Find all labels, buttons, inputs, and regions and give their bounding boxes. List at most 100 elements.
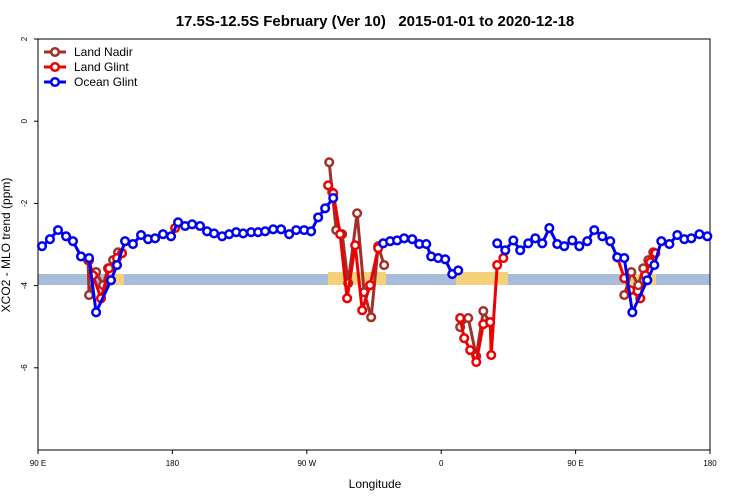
data-point xyxy=(574,241,585,252)
data-point xyxy=(306,226,317,237)
chart-title: 17.5S-12.5S February (Ver 10) 2015-01-01… xyxy=(176,13,575,30)
x-axis-label: Longitude xyxy=(349,477,402,491)
data-point xyxy=(407,234,418,245)
data-point xyxy=(567,235,578,246)
y-axis-label: XCO2 - MLO trend (ppm) xyxy=(0,178,13,313)
legend-label: Land Nadir xyxy=(74,45,133,59)
data-point xyxy=(453,265,464,276)
data-point xyxy=(135,229,147,241)
data-point xyxy=(335,229,346,240)
data-point xyxy=(656,236,667,247)
data-point xyxy=(498,253,509,264)
legend-marker xyxy=(49,61,61,73)
data-point xyxy=(365,280,376,291)
data-point xyxy=(104,263,115,274)
data-point xyxy=(664,239,675,250)
x-tick-label: 0 xyxy=(439,459,444,468)
data-point xyxy=(157,229,169,240)
data-point xyxy=(75,251,87,262)
data-point xyxy=(366,312,377,323)
data-point xyxy=(627,307,638,318)
data-point xyxy=(350,240,361,251)
data-point xyxy=(537,238,548,249)
data-point xyxy=(342,293,353,304)
data-point xyxy=(357,305,368,316)
data-point xyxy=(120,236,131,247)
x-tick-label: 90 E xyxy=(567,459,583,468)
series-line xyxy=(87,184,657,364)
x-tick-label: 90 W xyxy=(297,459,316,468)
plot-area: 90 E 180 90 W 0 90 E 180 -6 -4 -2 0 2 Land NadirLan… xyxy=(20,36,717,468)
legend-marker xyxy=(49,46,61,58)
data-point xyxy=(291,225,302,236)
data-point xyxy=(52,225,64,236)
data-point xyxy=(455,313,466,324)
land-band xyxy=(456,272,508,285)
data-point xyxy=(127,239,139,250)
series-line xyxy=(86,162,655,358)
data-point xyxy=(582,236,593,247)
data-point xyxy=(324,157,335,168)
data-point xyxy=(67,236,78,247)
data-point xyxy=(619,253,630,264)
data-point xyxy=(166,231,177,242)
data-point xyxy=(471,356,482,368)
x-tick-label: 180 xyxy=(166,459,180,468)
data-point xyxy=(649,260,660,271)
data-point xyxy=(399,233,410,244)
data-point xyxy=(352,208,363,219)
data-point xyxy=(440,254,451,265)
data-point xyxy=(328,193,339,204)
data-point xyxy=(84,253,95,264)
data-point xyxy=(36,241,48,252)
data-point xyxy=(323,180,334,191)
data-point xyxy=(702,231,713,242)
data-point xyxy=(105,275,117,286)
data-point xyxy=(209,228,220,239)
data-point xyxy=(597,231,608,242)
data-point xyxy=(523,238,534,249)
data-point xyxy=(492,260,503,271)
data-point xyxy=(187,219,198,230)
data-point xyxy=(492,238,503,249)
y-tick-label: 2 xyxy=(20,36,29,41)
legend-marker xyxy=(49,76,61,88)
data-point xyxy=(465,345,476,356)
data-point xyxy=(276,224,287,235)
x-tick-label: 90 E xyxy=(30,459,46,468)
data-point xyxy=(686,233,697,244)
y-tick-label: -6 xyxy=(20,364,29,372)
data-point xyxy=(91,307,102,318)
data-point xyxy=(694,229,705,240)
data-point xyxy=(463,313,474,324)
y-tick-label: -2 xyxy=(20,199,29,207)
data-point xyxy=(379,260,390,271)
legend-label: Ocean Glint xyxy=(74,75,138,89)
data-point xyxy=(530,233,541,244)
data-point xyxy=(260,226,271,237)
data-point xyxy=(111,260,123,271)
data-point xyxy=(500,245,511,256)
data-point xyxy=(268,224,279,235)
data-point xyxy=(672,229,683,241)
data-point xyxy=(619,290,630,301)
data-point xyxy=(421,239,432,250)
data-point xyxy=(544,223,555,234)
data-point xyxy=(284,229,295,240)
data-point xyxy=(459,333,470,344)
data-point xyxy=(486,350,497,361)
data-point xyxy=(61,231,72,242)
data-point xyxy=(320,203,331,214)
data-point xyxy=(485,317,496,328)
data-point xyxy=(589,225,600,236)
data-point xyxy=(478,306,489,317)
data-point xyxy=(194,220,206,232)
data-point xyxy=(642,275,653,286)
y-tick-label: 0 xyxy=(20,118,29,123)
data-point xyxy=(605,236,616,247)
data-point xyxy=(84,290,95,301)
data-point xyxy=(150,233,161,244)
data-point xyxy=(515,245,526,256)
data-point xyxy=(238,228,249,239)
